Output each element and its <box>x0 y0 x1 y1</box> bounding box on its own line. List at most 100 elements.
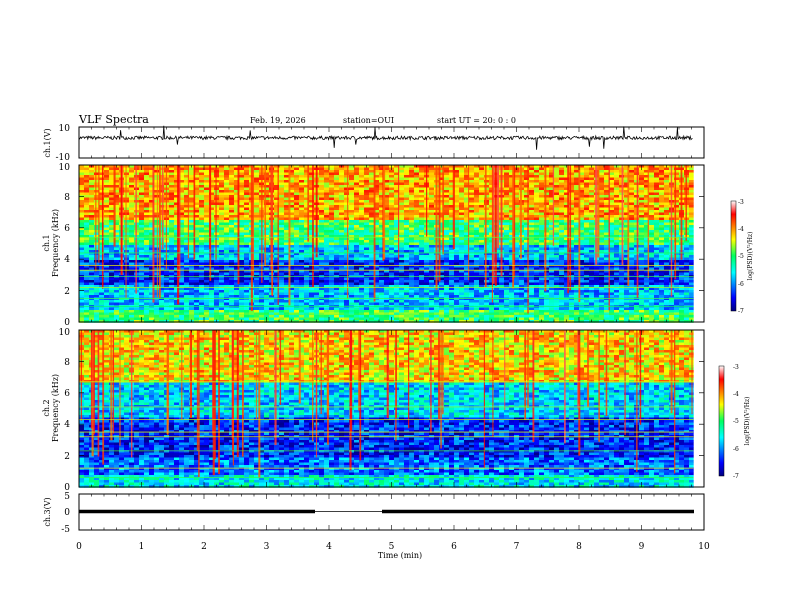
spec-cell <box>154 192 160 196</box>
spec-cell <box>349 205 355 208</box>
spec-cell <box>264 185 270 188</box>
spec-cell <box>379 207 385 211</box>
spec-cell <box>144 297 150 301</box>
spec-cell <box>299 212 305 216</box>
spec-cell <box>184 287 190 291</box>
spec-cell <box>179 202 185 206</box>
spec-cell <box>114 220 120 223</box>
spec-cell <box>234 242 240 246</box>
spec-cell <box>264 290 270 293</box>
spec-cell <box>364 277 370 281</box>
spec-cell <box>274 215 280 218</box>
spec-cell <box>379 225 385 228</box>
spec-cell <box>414 290 420 293</box>
spec-cell <box>79 280 85 283</box>
spec-cell <box>154 317 160 321</box>
spec-cell <box>209 210 215 213</box>
spec-cell <box>369 302 375 306</box>
spec-cell <box>119 290 125 293</box>
spec-cell <box>364 180 370 183</box>
spec-cell <box>149 280 155 283</box>
spec-cell <box>199 250 205 253</box>
spec-cell <box>109 225 115 228</box>
spec-cell <box>309 210 315 213</box>
spec-cell <box>414 190 420 193</box>
spec-cell <box>384 195 390 198</box>
spec-cell <box>189 220 195 223</box>
spec-cell <box>174 247 180 251</box>
spec-cell <box>179 280 185 283</box>
spec-cell <box>199 170 205 173</box>
spec-cell <box>354 230 360 233</box>
spec-cell <box>149 197 155 201</box>
spec-cell <box>134 317 140 321</box>
spec-cell <box>179 210 185 213</box>
spec-cell <box>244 272 250 276</box>
spec-cell <box>124 310 130 313</box>
spec-cell <box>369 285 375 288</box>
spec-cell <box>374 317 380 321</box>
spec-cell <box>329 250 335 253</box>
spec-cell <box>89 270 95 273</box>
spec-cell <box>374 230 380 233</box>
spec-cell <box>194 172 200 176</box>
spec-cell <box>229 232 235 236</box>
spec-cell <box>229 230 235 233</box>
spec-cell <box>79 202 85 206</box>
spec-cell <box>144 225 150 228</box>
spec-cell <box>324 200 330 203</box>
spec-cell <box>449 230 455 233</box>
spec-cell <box>384 287 390 291</box>
spec-cell <box>119 317 125 321</box>
spec-cell <box>169 285 175 288</box>
spec-cell <box>464 202 470 206</box>
spec-cell <box>244 177 250 181</box>
spec-cell <box>194 165 200 168</box>
spec-cell <box>324 292 330 296</box>
spec-cell <box>209 232 215 236</box>
spec-cell <box>444 192 450 196</box>
spec-cell <box>264 292 270 296</box>
spec-cell <box>164 290 170 293</box>
spec-cell <box>394 227 400 231</box>
spec-cell <box>129 187 135 191</box>
spec-cell <box>229 285 235 288</box>
spec-cell <box>349 187 355 191</box>
spec-cell <box>404 252 410 256</box>
spec-cell <box>124 200 130 203</box>
spec-cell <box>84 302 90 306</box>
spec-cell <box>344 207 350 211</box>
spec-cell <box>184 215 190 218</box>
spec-cell <box>449 202 455 206</box>
spec-cell <box>279 210 285 213</box>
spec-cell <box>114 295 120 298</box>
spec-cell <box>384 167 390 171</box>
spec-cell <box>344 255 350 258</box>
spec-cell <box>179 217 185 221</box>
spec-cell <box>214 192 220 196</box>
spec-cell <box>159 202 165 206</box>
spec-cell <box>324 210 330 213</box>
spec-cell <box>104 227 110 231</box>
spec-cell <box>204 297 210 301</box>
spec-cell <box>239 237 245 241</box>
spec-cell <box>219 197 225 201</box>
spec-cell <box>309 217 315 221</box>
spec-cell <box>254 255 260 258</box>
spec-cell <box>84 240 90 243</box>
spec-cell <box>209 252 215 256</box>
spec-cell <box>349 250 355 253</box>
spec-cell <box>234 195 240 198</box>
spec-cell <box>184 252 190 256</box>
spec-cell <box>184 255 190 258</box>
spec-cell <box>79 267 85 271</box>
spec-cell <box>189 277 195 281</box>
spec-cell <box>439 272 445 276</box>
spec-cell <box>449 250 455 253</box>
spec-cell <box>104 307 110 311</box>
spec-cell <box>304 307 310 311</box>
spec-cell <box>274 182 280 186</box>
spec-cell <box>129 285 135 288</box>
spec-cell <box>184 285 190 288</box>
spec-cell <box>219 302 225 306</box>
